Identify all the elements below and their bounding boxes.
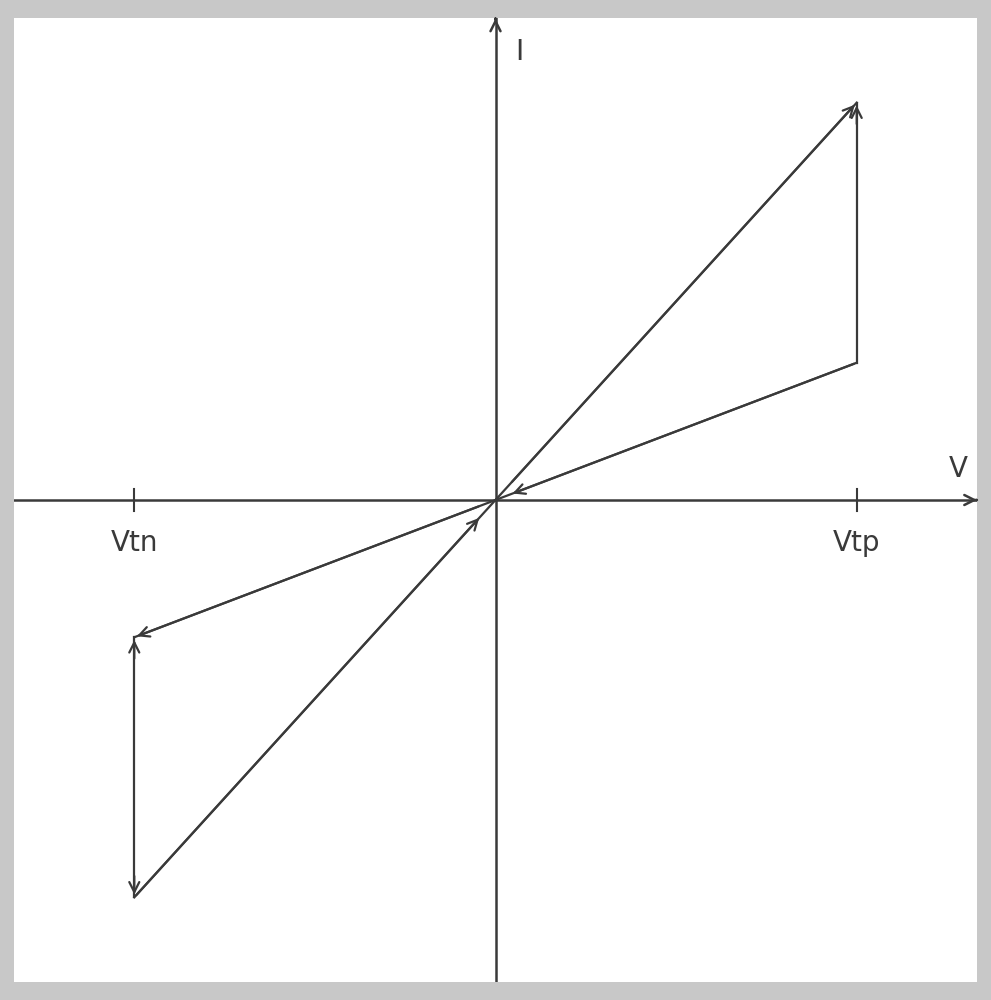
Text: I: I — [514, 38, 523, 66]
Text: Vtn: Vtn — [111, 529, 158, 557]
Text: Vtp: Vtp — [833, 529, 880, 557]
Text: V: V — [948, 455, 967, 483]
